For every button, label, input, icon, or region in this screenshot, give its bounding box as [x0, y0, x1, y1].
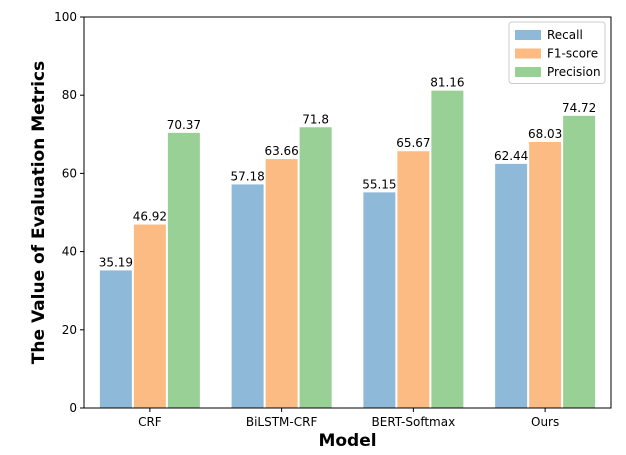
- y-tick-label: 0: [69, 401, 77, 415]
- y-tick-label: 40: [62, 245, 77, 259]
- x-axis-title: Model: [318, 431, 376, 451]
- bar-f1-score-bilstm-crf: [265, 159, 298, 408]
- bars-group: [99, 90, 596, 409]
- data-label: 65.67: [396, 136, 430, 150]
- bar-precision-bilstm-crf: [299, 127, 332, 409]
- y-axis-title: The Value of Evaluation Metrics: [29, 61, 49, 364]
- data-label: 70.37: [167, 118, 201, 132]
- data-label: 63.66: [264, 144, 298, 158]
- x-tick-label: BERT-Softmax: [372, 415, 456, 429]
- bar-f1-score-bert-softmax: [397, 151, 430, 409]
- y-axis-ticks: 0 20 40 60 80 100: [54, 10, 84, 415]
- legend-label: F1-score: [547, 47, 598, 61]
- x-tick-label: Ours: [531, 415, 559, 429]
- data-label: 46.92: [133, 210, 167, 224]
- y-tick-label: 60: [62, 166, 77, 180]
- bar-recall-crf: [99, 270, 132, 408]
- data-label: 81.16: [430, 76, 464, 90]
- legend: Recall F1-score Precision: [508, 21, 606, 84]
- data-label: 71.8: [302, 112, 329, 126]
- legend-swatch: [515, 30, 541, 40]
- x-tick-label: BiLSTM-CRF: [246, 415, 318, 429]
- bar-precision-bert-softmax: [431, 90, 464, 408]
- data-label: 35.19: [99, 255, 133, 269]
- y-tick-label: 100: [54, 10, 77, 24]
- bar-recall-bert-softmax: [363, 192, 396, 408]
- y-tick-label: 80: [62, 88, 77, 102]
- legend-swatch: [515, 48, 541, 59]
- data-label: 62.44: [494, 149, 528, 163]
- x-axis-ticks: CRF BiLSTM-CRF BERT-Softmax Ours: [138, 408, 559, 429]
- legend-label: Recall: [547, 28, 583, 42]
- plot-area-frame: [83, 16, 612, 409]
- legend-label: Precision: [547, 65, 601, 79]
- bar-f1-score-crf: [133, 224, 166, 408]
- legend-swatch: [515, 67, 541, 77]
- bar-f1-score-ours: [529, 142, 562, 409]
- data-label: 57.18: [230, 169, 264, 183]
- bar-precision-crf: [167, 132, 200, 408]
- data-label: 74.72: [562, 101, 596, 115]
- bar-precision-ours: [563, 115, 596, 409]
- y-tick-label: 20: [62, 323, 77, 337]
- bar-recall-bilstm-crf: [231, 184, 264, 408]
- bar-recall-ours: [495, 163, 528, 408]
- data-label: 55.15: [362, 177, 396, 191]
- x-tick-label: CRF: [138, 415, 162, 429]
- data-label: 68.03: [528, 127, 562, 141]
